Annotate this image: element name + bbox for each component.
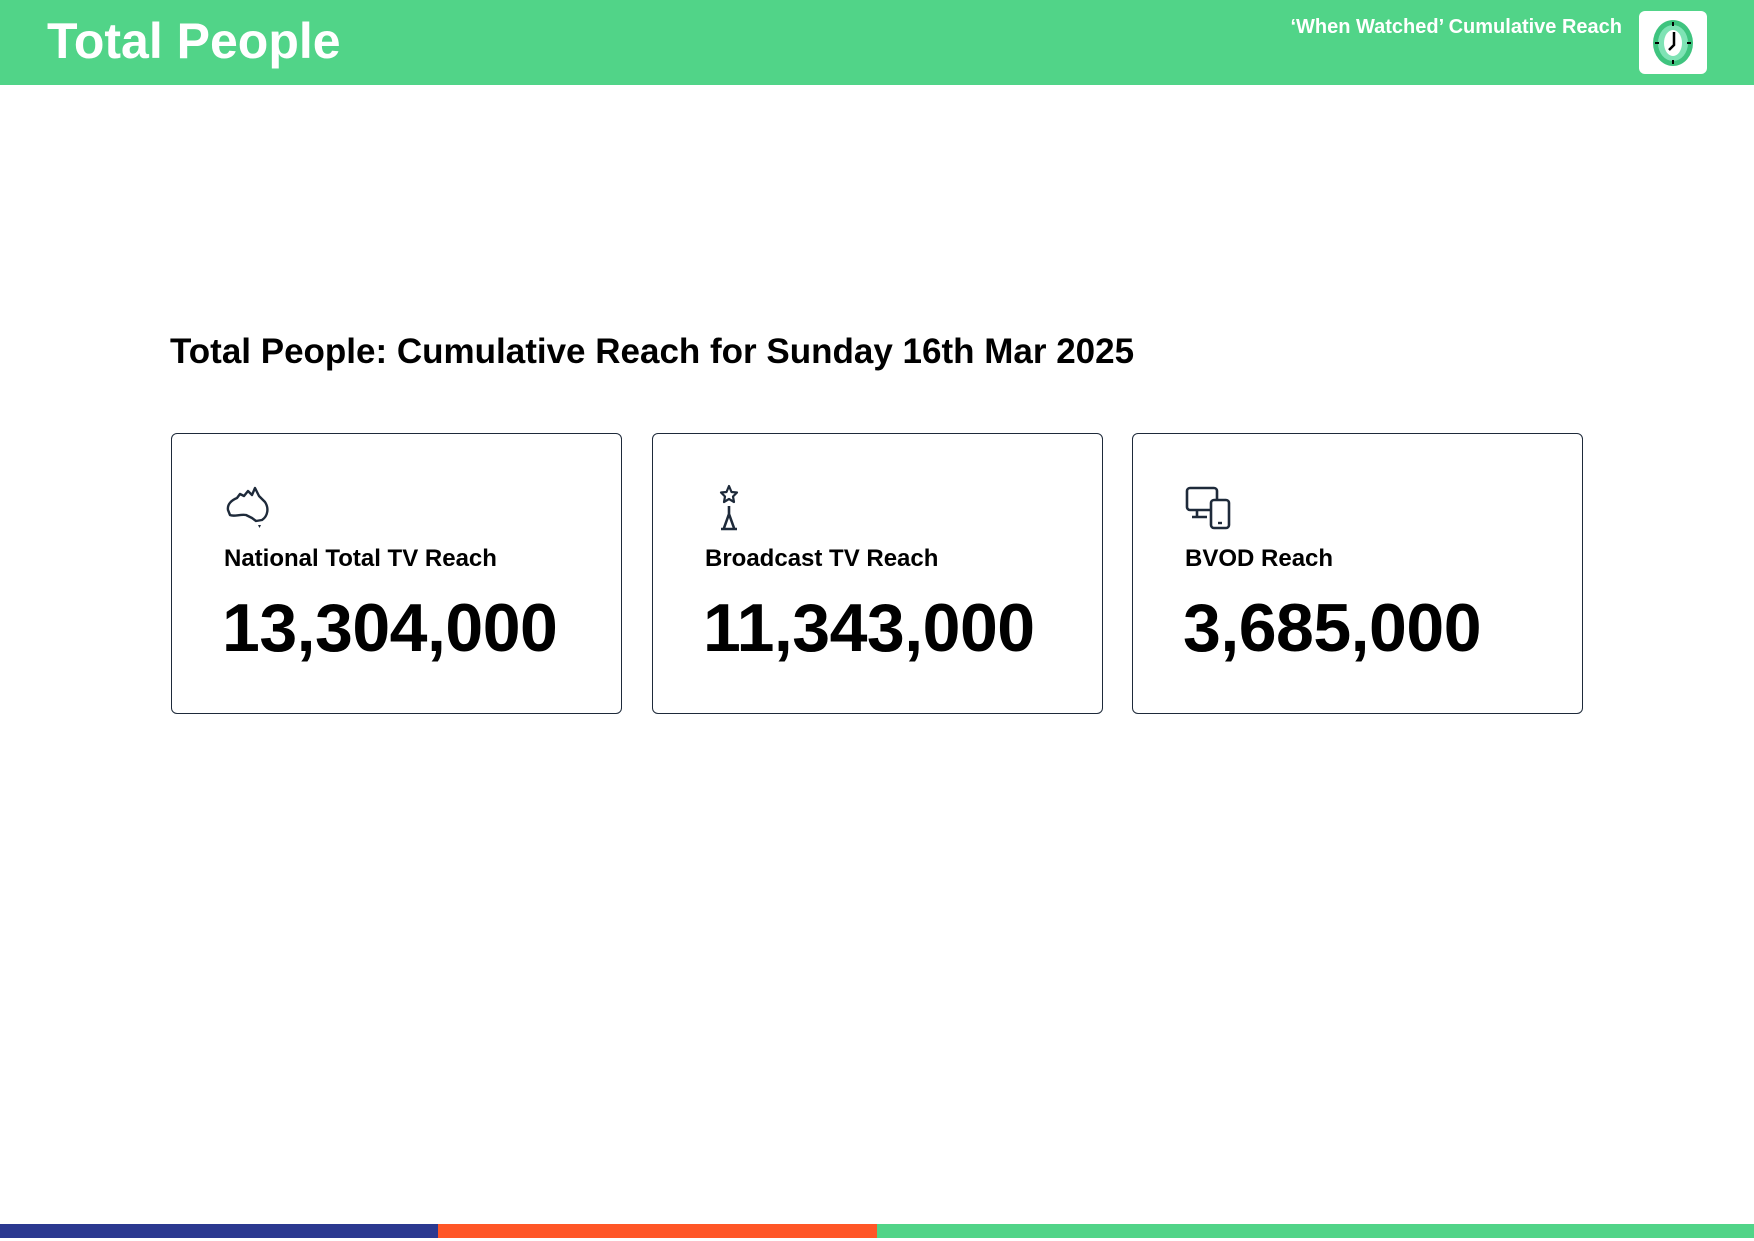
header-bar: Total People ‘When Watched’ Cumulative R… (0, 0, 1754, 85)
card-broadcast-tv-reach: Broadcast TV Reach 11,343,000 (652, 433, 1103, 714)
footer-bar-orange (438, 1224, 877, 1238)
australia-map-icon (226, 486, 269, 528)
card-label: Broadcast TV Reach (705, 545, 939, 572)
clock-icon (1639, 11, 1707, 74)
card-national-total-tv-reach: National Total TV Reach 13,304,000 (171, 433, 622, 714)
card-label: BVOD Reach (1185, 545, 1334, 572)
header-subtitle: ‘When Watched’ Cumulative Reach (1290, 16, 1622, 38)
card-label: National Total TV Reach (224, 545, 497, 572)
header-title: Total People (47, 13, 341, 69)
card-value: 11,343,000 (703, 590, 1035, 666)
broadcast-tower-icon (719, 484, 739, 531)
card-value: 3,685,000 (1183, 590, 1482, 666)
footer-bar-green (877, 1224, 1754, 1238)
card-value: 13,304,000 (222, 590, 558, 666)
devices-icon (1185, 486, 1231, 530)
page-title: Total People: Cumulative Reach for Sunda… (170, 332, 1135, 371)
footer-bar-navy (0, 1224, 438, 1238)
card-bvod-reach: BVOD Reach 3,685,000 (1132, 433, 1583, 714)
